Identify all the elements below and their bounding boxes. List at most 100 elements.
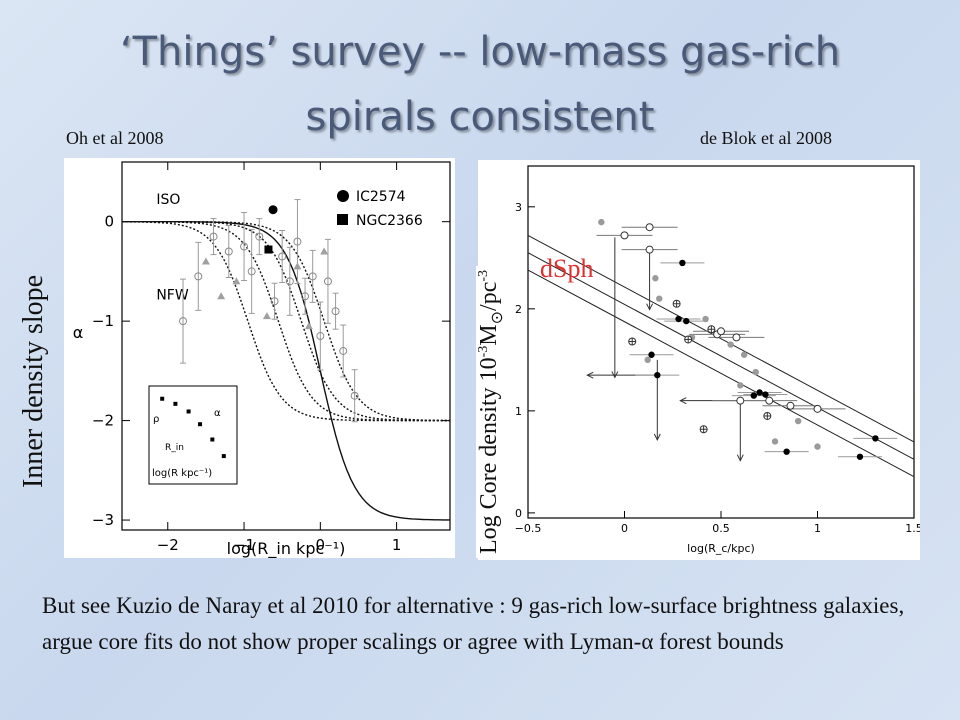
data-point-grey <box>598 218 605 226</box>
data-point-grey <box>652 275 659 282</box>
data-point-open <box>620 231 629 240</box>
y-tick-label: 3 <box>515 201 522 214</box>
data-point-triangle <box>293 262 302 270</box>
iso-curve-label: ISO <box>156 192 180 208</box>
data-point-grey <box>740 351 748 358</box>
data-point-open <box>301 292 310 301</box>
data-point-filled <box>762 391 769 398</box>
data-point-grey <box>752 368 759 376</box>
data-point-grey <box>737 382 744 389</box>
x-tick-label: 0 <box>316 536 326 554</box>
data-point-open <box>786 401 795 410</box>
data-point-grey <box>727 341 734 348</box>
data-point-filled <box>675 315 682 323</box>
data-point-open <box>350 391 359 400</box>
right-side-label-unit: M <box>476 324 502 346</box>
inset-point <box>186 409 191 414</box>
data-point-open <box>339 346 348 355</box>
right-side-label-per: /pc <box>476 281 502 311</box>
y-tick-label: −1 <box>92 312 114 330</box>
data-point-open <box>765 396 774 405</box>
x-tick-label: −1 <box>233 536 255 554</box>
dsph-label: dSph <box>540 254 594 283</box>
slide-caption: But see Kuzio de Naray et al 2010 for al… <box>42 593 905 654</box>
y-tick-label: 0 <box>515 507 522 520</box>
data-point-open <box>316 332 325 341</box>
data-point-grey <box>644 356 651 364</box>
left-plot: −2 −1 0 1 0 −1 −2 −3 log(R_in kpc⁻¹) α ISO NFW IC257… <box>73 161 451 559</box>
data-point-open <box>209 232 218 241</box>
inset-annotation: α <box>214 408 221 419</box>
data-point-filled <box>683 317 690 325</box>
right-side-label: Log Core density 10-3M⊙/pc-3 <box>476 265 507 558</box>
x-tick-label: 0.5 <box>712 522 730 535</box>
data-point-grey <box>771 438 779 445</box>
data-point-open <box>308 272 317 281</box>
x-axis-label: log(R_in kpc⁻¹) <box>227 539 346 558</box>
ic2574-point <box>268 205 278 215</box>
left-figure: −2 −1 0 1 0 −1 −2 −3 log(R_in kpc⁻¹) α ISO NFW IC257… <box>64 158 455 559</box>
plot-frame <box>121 161 451 531</box>
y-tick-label: 0 <box>104 213 114 231</box>
data-point-open <box>293 237 302 246</box>
scaling-line <box>527 234 915 443</box>
scaling-line <box>527 252 915 460</box>
x-tick-label: −2 <box>157 536 179 554</box>
inset-frame <box>148 385 238 485</box>
x-tick-label: −0.5 <box>515 522 542 535</box>
right-figure: −0.5 0 0.5 1 1.5 0 1 2 3 log(R_c/kpc) <box>478 160 923 560</box>
nfw-curve-label: NFW <box>156 287 189 303</box>
data-point-filled <box>654 371 661 379</box>
data-point-triangle <box>232 277 241 285</box>
inset-y-label: ρ <box>153 414 159 425</box>
data-point-open <box>323 277 332 286</box>
left-side-label: Inner density slope <box>18 274 49 488</box>
inset-r-label: R_in <box>165 443 184 453</box>
data-point-open <box>270 297 279 306</box>
iso-curve <box>122 221 450 422</box>
y-tick-label: −3 <box>92 511 114 529</box>
sun-symbol: ⊙ <box>488 310 506 325</box>
right-citation: de Blok et al 2008 <box>700 128 832 148</box>
data-point-filled <box>648 351 655 358</box>
legend-ic2574-label: IC2574 <box>356 189 406 205</box>
data-point-open <box>278 252 287 261</box>
y-tick-label: −2 <box>92 412 114 430</box>
data-point-triangle <box>304 322 313 330</box>
inset-point <box>160 396 165 401</box>
data-point-open <box>255 232 264 241</box>
data-point-triangle <box>217 292 226 300</box>
data-point-grey <box>795 417 802 425</box>
data-point-open <box>240 242 249 251</box>
plot-frame <box>527 165 915 519</box>
data-point-triangle <box>262 312 271 320</box>
limit-arrow-head <box>736 454 744 462</box>
data-point-open <box>736 396 745 405</box>
right-side-label-main: Log Core density 10 <box>476 357 502 554</box>
inset-x-label: log(R kpc⁻¹) <box>152 468 212 479</box>
data-point-open <box>645 223 654 232</box>
ngc2366-point <box>264 245 273 254</box>
data-point-open <box>813 404 822 413</box>
inset-point <box>198 422 203 427</box>
x-tick-label: 1 <box>814 522 821 535</box>
right-plot: −0.5 0 0.5 1 1.5 0 1 2 3 log(R_c/kpc) <box>515 165 923 555</box>
data-point-open <box>285 277 294 286</box>
right-side-label-exp1: -3 <box>476 345 491 358</box>
data-point-open <box>194 272 203 281</box>
data-point-filled <box>679 259 686 267</box>
data-point-open <box>717 327 725 336</box>
scaling-line <box>527 269 915 478</box>
x-axis-label: log(R_c/kpc) <box>687 542 755 555</box>
x-tick-label: 1.5 <box>905 522 920 535</box>
data-point-filled <box>856 453 864 460</box>
data-point-open <box>179 317 188 326</box>
data-point-grey <box>814 443 821 450</box>
limit-arrow-head <box>586 371 594 379</box>
data-point-triangle <box>320 247 329 255</box>
data-point-triangle <box>201 257 210 265</box>
data-point-grey <box>702 315 709 323</box>
right-side-label-exp2: -3 <box>476 269 491 282</box>
legend-ngc2366-marker <box>337 214 348 225</box>
data-point-filled <box>750 392 758 399</box>
